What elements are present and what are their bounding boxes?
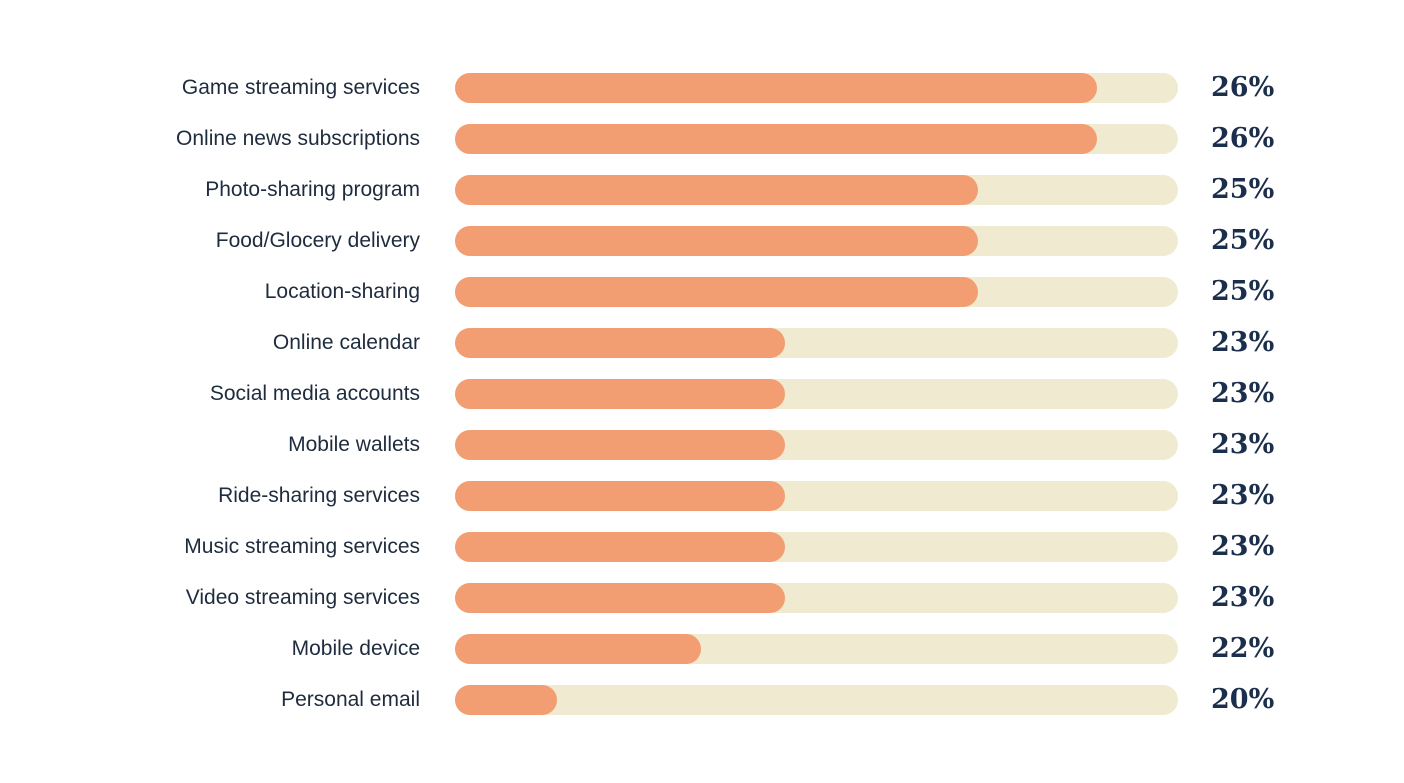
bar-value: 20% bbox=[1211, 684, 1275, 715]
bar-label: Food/Glocery delivery bbox=[215, 229, 420, 252]
bar-track bbox=[455, 531, 1178, 562]
bar-track bbox=[455, 684, 1178, 715]
bar-row: Online calendar 23% bbox=[0, 317, 1404, 368]
bar-row: Mobile device 22% bbox=[0, 623, 1404, 674]
bar-value: 23% bbox=[1211, 531, 1275, 562]
bar-track bbox=[455, 327, 1178, 358]
bar-value: 26% bbox=[1211, 123, 1275, 154]
bar-fill bbox=[455, 684, 557, 715]
bar-label: Social media accounts bbox=[209, 382, 420, 405]
bar-track bbox=[455, 225, 1178, 256]
bar-fill bbox=[455, 174, 978, 205]
bar-fill bbox=[455, 633, 701, 664]
bar-row: Online news subscriptions 26% bbox=[0, 113, 1404, 164]
bar-row: Mobile wallets 23% bbox=[0, 419, 1404, 470]
bar-track bbox=[455, 633, 1178, 664]
bar-label: Location-sharing bbox=[264, 280, 420, 303]
bar-fill bbox=[455, 582, 785, 613]
bar-track bbox=[455, 276, 1178, 307]
bar-row: Social media accounts 23% bbox=[0, 368, 1404, 419]
bar-fill bbox=[455, 72, 1098, 103]
bar-fill bbox=[455, 480, 785, 511]
percentage-bar-chart: Game streaming services 26% Online news … bbox=[0, 62, 1404, 725]
bar-track bbox=[455, 582, 1178, 613]
bar-fill bbox=[455, 378, 785, 409]
bar-label: Ride-sharing services bbox=[218, 484, 420, 507]
bar-track bbox=[455, 378, 1178, 409]
bar-value: 23% bbox=[1211, 378, 1275, 409]
bar-label: Online news subscriptions bbox=[176, 127, 420, 150]
bar-row: Location-sharing 25% bbox=[0, 266, 1404, 317]
bar-value: 26% bbox=[1211, 72, 1275, 103]
bar-value: 23% bbox=[1211, 327, 1275, 358]
bar-row: Music streaming services 23% bbox=[0, 521, 1404, 572]
bar-value: 25% bbox=[1211, 174, 1275, 205]
bar-row: Personal email 20% bbox=[0, 674, 1404, 725]
bar-row: Game streaming services 26% bbox=[0, 62, 1404, 113]
bar-track bbox=[455, 480, 1178, 511]
bar-label: Game streaming services bbox=[181, 76, 420, 99]
bar-fill bbox=[455, 531, 785, 562]
bar-label: Mobile device bbox=[291, 637, 420, 660]
bar-track bbox=[455, 429, 1178, 460]
bar-fill bbox=[455, 276, 978, 307]
bar-value: 23% bbox=[1211, 429, 1275, 460]
bar-label: Music streaming services bbox=[184, 535, 420, 558]
bar-fill bbox=[455, 225, 978, 256]
bar-track bbox=[455, 123, 1178, 154]
bar-value: 23% bbox=[1211, 480, 1275, 511]
bar-value: 25% bbox=[1211, 276, 1275, 307]
bar-value: 25% bbox=[1211, 225, 1275, 256]
bar-label: Online calendar bbox=[272, 331, 420, 354]
bar-fill bbox=[455, 123, 1098, 154]
bar-track bbox=[455, 174, 1178, 205]
bar-row: Video streaming services 23% bbox=[0, 572, 1404, 623]
bar-row: Photo-sharing program 25% bbox=[0, 164, 1404, 215]
bar-label: Mobile wallets bbox=[288, 433, 420, 456]
bar-fill bbox=[455, 429, 785, 460]
bar-label: Photo-sharing program bbox=[205, 178, 420, 201]
bar-row: Food/Glocery delivery 25% bbox=[0, 215, 1404, 266]
bar-label: Personal email bbox=[281, 688, 420, 711]
bar-value: 22% bbox=[1211, 633, 1275, 664]
bar-label: Video streaming services bbox=[185, 586, 420, 609]
bar-value: 23% bbox=[1211, 582, 1275, 613]
bar-track bbox=[455, 72, 1178, 103]
bar-fill bbox=[455, 327, 785, 358]
bar-row: Ride-sharing services 23% bbox=[0, 470, 1404, 521]
